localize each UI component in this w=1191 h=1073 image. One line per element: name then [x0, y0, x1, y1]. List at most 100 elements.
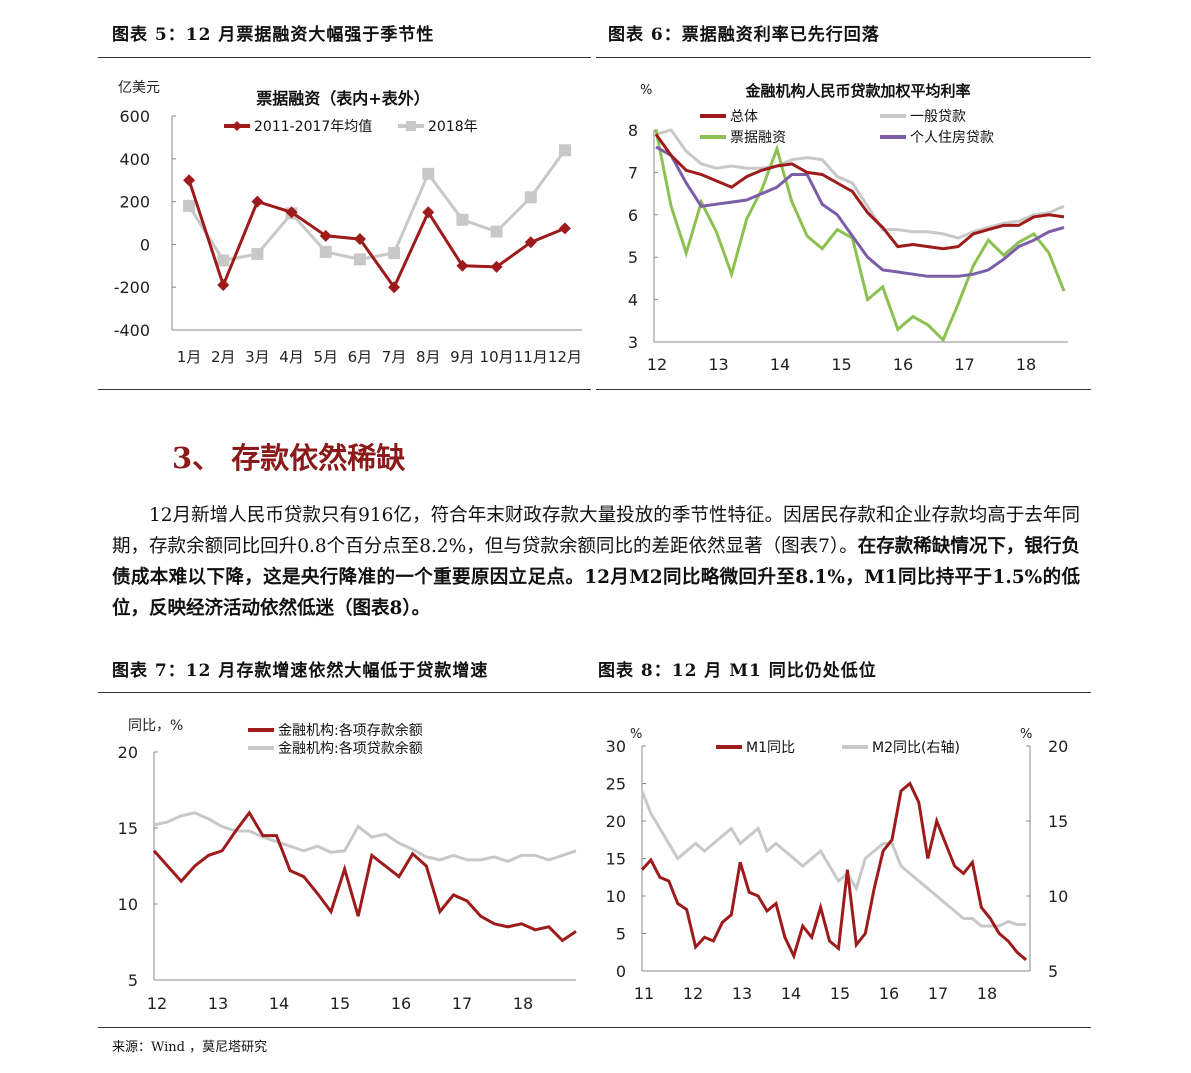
x-tick-label: 10月 — [480, 348, 514, 366]
data-point — [490, 225, 503, 238]
body-paragraph: 12月新增人民币贷款只有916亿，符合年末财政存款大量投放的季节性特征。因居民存… — [112, 500, 1080, 624]
mid-rule — [98, 692, 1091, 693]
x-tick-label: 8月 — [416, 348, 441, 366]
top-rule-right — [596, 57, 1091, 58]
legend-label: 金融机构:各项贷款余额 — [278, 740, 423, 757]
data-point — [558, 222, 571, 235]
legend-label: 总体 — [730, 109, 758, 125]
section-title: 3、 存款依然稀缺 — [172, 441, 406, 475]
series-line — [187, 149, 567, 263]
data-point — [353, 253, 366, 266]
data-point — [490, 260, 503, 273]
y-tick-label: 400 — [119, 150, 150, 169]
x-tick-label: 6月 — [348, 348, 373, 366]
y-tick-label: 6 — [628, 206, 638, 225]
y-axis-unit: 亿美元 — [118, 80, 160, 96]
legend-label: 一般贷款 — [910, 109, 966, 125]
data-point — [319, 229, 332, 242]
x-tick-label: 17 — [452, 994, 472, 1013]
x-tick-label: 12 — [647, 355, 667, 374]
fig8-title: 图表 8：12 月 M1 同比仍处低位 — [598, 661, 877, 681]
series-line — [187, 179, 566, 291]
x-tick-label: 5月 — [313, 348, 338, 366]
data-point — [353, 233, 366, 246]
data-point — [388, 281, 401, 294]
data-point — [217, 254, 230, 267]
x-tick-label: 18 — [1016, 355, 1036, 374]
data-point — [456, 259, 469, 272]
y-axis-unit: 同比，% — [128, 718, 183, 734]
x-tick-label: 16 — [893, 355, 913, 374]
x-tick-label: 17 — [954, 355, 974, 374]
fig7-title: 图表 7：12 月存款增速依然大幅低于贷款增速 — [112, 661, 489, 681]
data-point — [217, 279, 230, 292]
paragraph-normal: 12月新增人民币贷款只有916亿，符合年末财政存款大量投放的季节性特征。因居民存… — [112, 505, 1080, 557]
y-tick-label: -400 — [114, 321, 150, 340]
x-tick-label: 18 — [977, 984, 997, 1003]
x-tick-label: 14 — [269, 994, 289, 1013]
y-tick-label: 3 — [628, 333, 638, 352]
y-tick-label: -200 — [114, 278, 150, 297]
x-tick-label: 16 — [391, 994, 411, 1013]
data-point — [285, 206, 298, 219]
y-tick-label: 15 — [606, 850, 626, 869]
chart-m1-m2: % % 30 25 20 15 10 5 0 20 15 10 5 11 12 13 14 15 16 17 18 M1同… — [606, 727, 1069, 1003]
legend-label: 2018年 — [428, 119, 478, 135]
series-line — [640, 781, 1027, 961]
x-tick-label: 13 — [732, 984, 752, 1003]
x-tick-label: 13 — [208, 994, 228, 1013]
x-tick-label: 11月 — [514, 348, 548, 366]
x-tick-label: 16 — [879, 984, 899, 1003]
series-line — [640, 790, 1026, 928]
x-tick-label: 7月 — [382, 348, 407, 366]
y-tick-label: 10 — [118, 895, 138, 914]
y-tick-label: 7 — [628, 163, 638, 182]
legend-marker — [406, 121, 416, 131]
data-point — [456, 213, 469, 226]
series-line — [655, 145, 1065, 278]
y-tick-label: 5 — [616, 925, 626, 944]
y-tick-label: 10 — [606, 887, 626, 906]
x-tick-label: 3月 — [245, 348, 270, 366]
source-note: 来源：Wind ，莫尼塔研究 — [112, 1040, 268, 1055]
y-tick-label: 200 — [119, 193, 150, 212]
x-tick-label: 15 — [831, 355, 851, 374]
data-point — [524, 236, 537, 249]
legend-label: 2011-2017年均值 — [254, 119, 372, 135]
data-point — [422, 206, 435, 219]
x-tick-label: 14 — [781, 984, 801, 1003]
series-line — [654, 129, 1066, 343]
footer-rule — [98, 1027, 1091, 1028]
y-tick-label: 20 — [606, 812, 626, 831]
data-point — [251, 195, 264, 208]
x-tick-label: 1月 — [177, 348, 202, 366]
y2-tick-label: 15 — [1048, 812, 1068, 831]
x-tick-label: 12 — [683, 984, 703, 1003]
x-tick-label: 11 — [634, 984, 654, 1003]
data-point — [319, 245, 332, 258]
y-tick-label: 20 — [118, 743, 138, 762]
top-rule-left — [98, 57, 591, 58]
y-tick-label: 5 — [628, 248, 638, 267]
y-tick-label: 4 — [628, 291, 638, 310]
data-point — [524, 191, 537, 204]
y-tick-label: 0 — [616, 962, 626, 981]
data-point — [422, 167, 435, 180]
y2-tick-label: 20 — [1048, 737, 1068, 756]
legend-label: 票据融资 — [730, 130, 786, 146]
y-axis-unit: % — [630, 727, 642, 742]
x-tick-label: 15 — [830, 984, 850, 1003]
x-tick-label: 17 — [928, 984, 948, 1003]
y-tick-label: 15 — [118, 819, 138, 838]
data-point — [558, 144, 571, 157]
x-tick-label: 15 — [330, 994, 350, 1013]
x-tick-label: 12 — [147, 994, 167, 1013]
series-line — [655, 128, 1065, 240]
chart-deposit-loan-growth: 同比，% 20 15 10 5 12 13 14 15 16 17 18 金融机构:各项存款余额金融机构… — [118, 718, 577, 1013]
y-axis-unit: % — [640, 83, 652, 98]
legend-marker — [232, 121, 242, 131]
chart-title: 金融机构人民币贷款加权平均利率 — [744, 82, 970, 100]
legend-label: 个人住房贷款 — [910, 130, 994, 146]
y-tick-label: 5 — [128, 971, 138, 990]
